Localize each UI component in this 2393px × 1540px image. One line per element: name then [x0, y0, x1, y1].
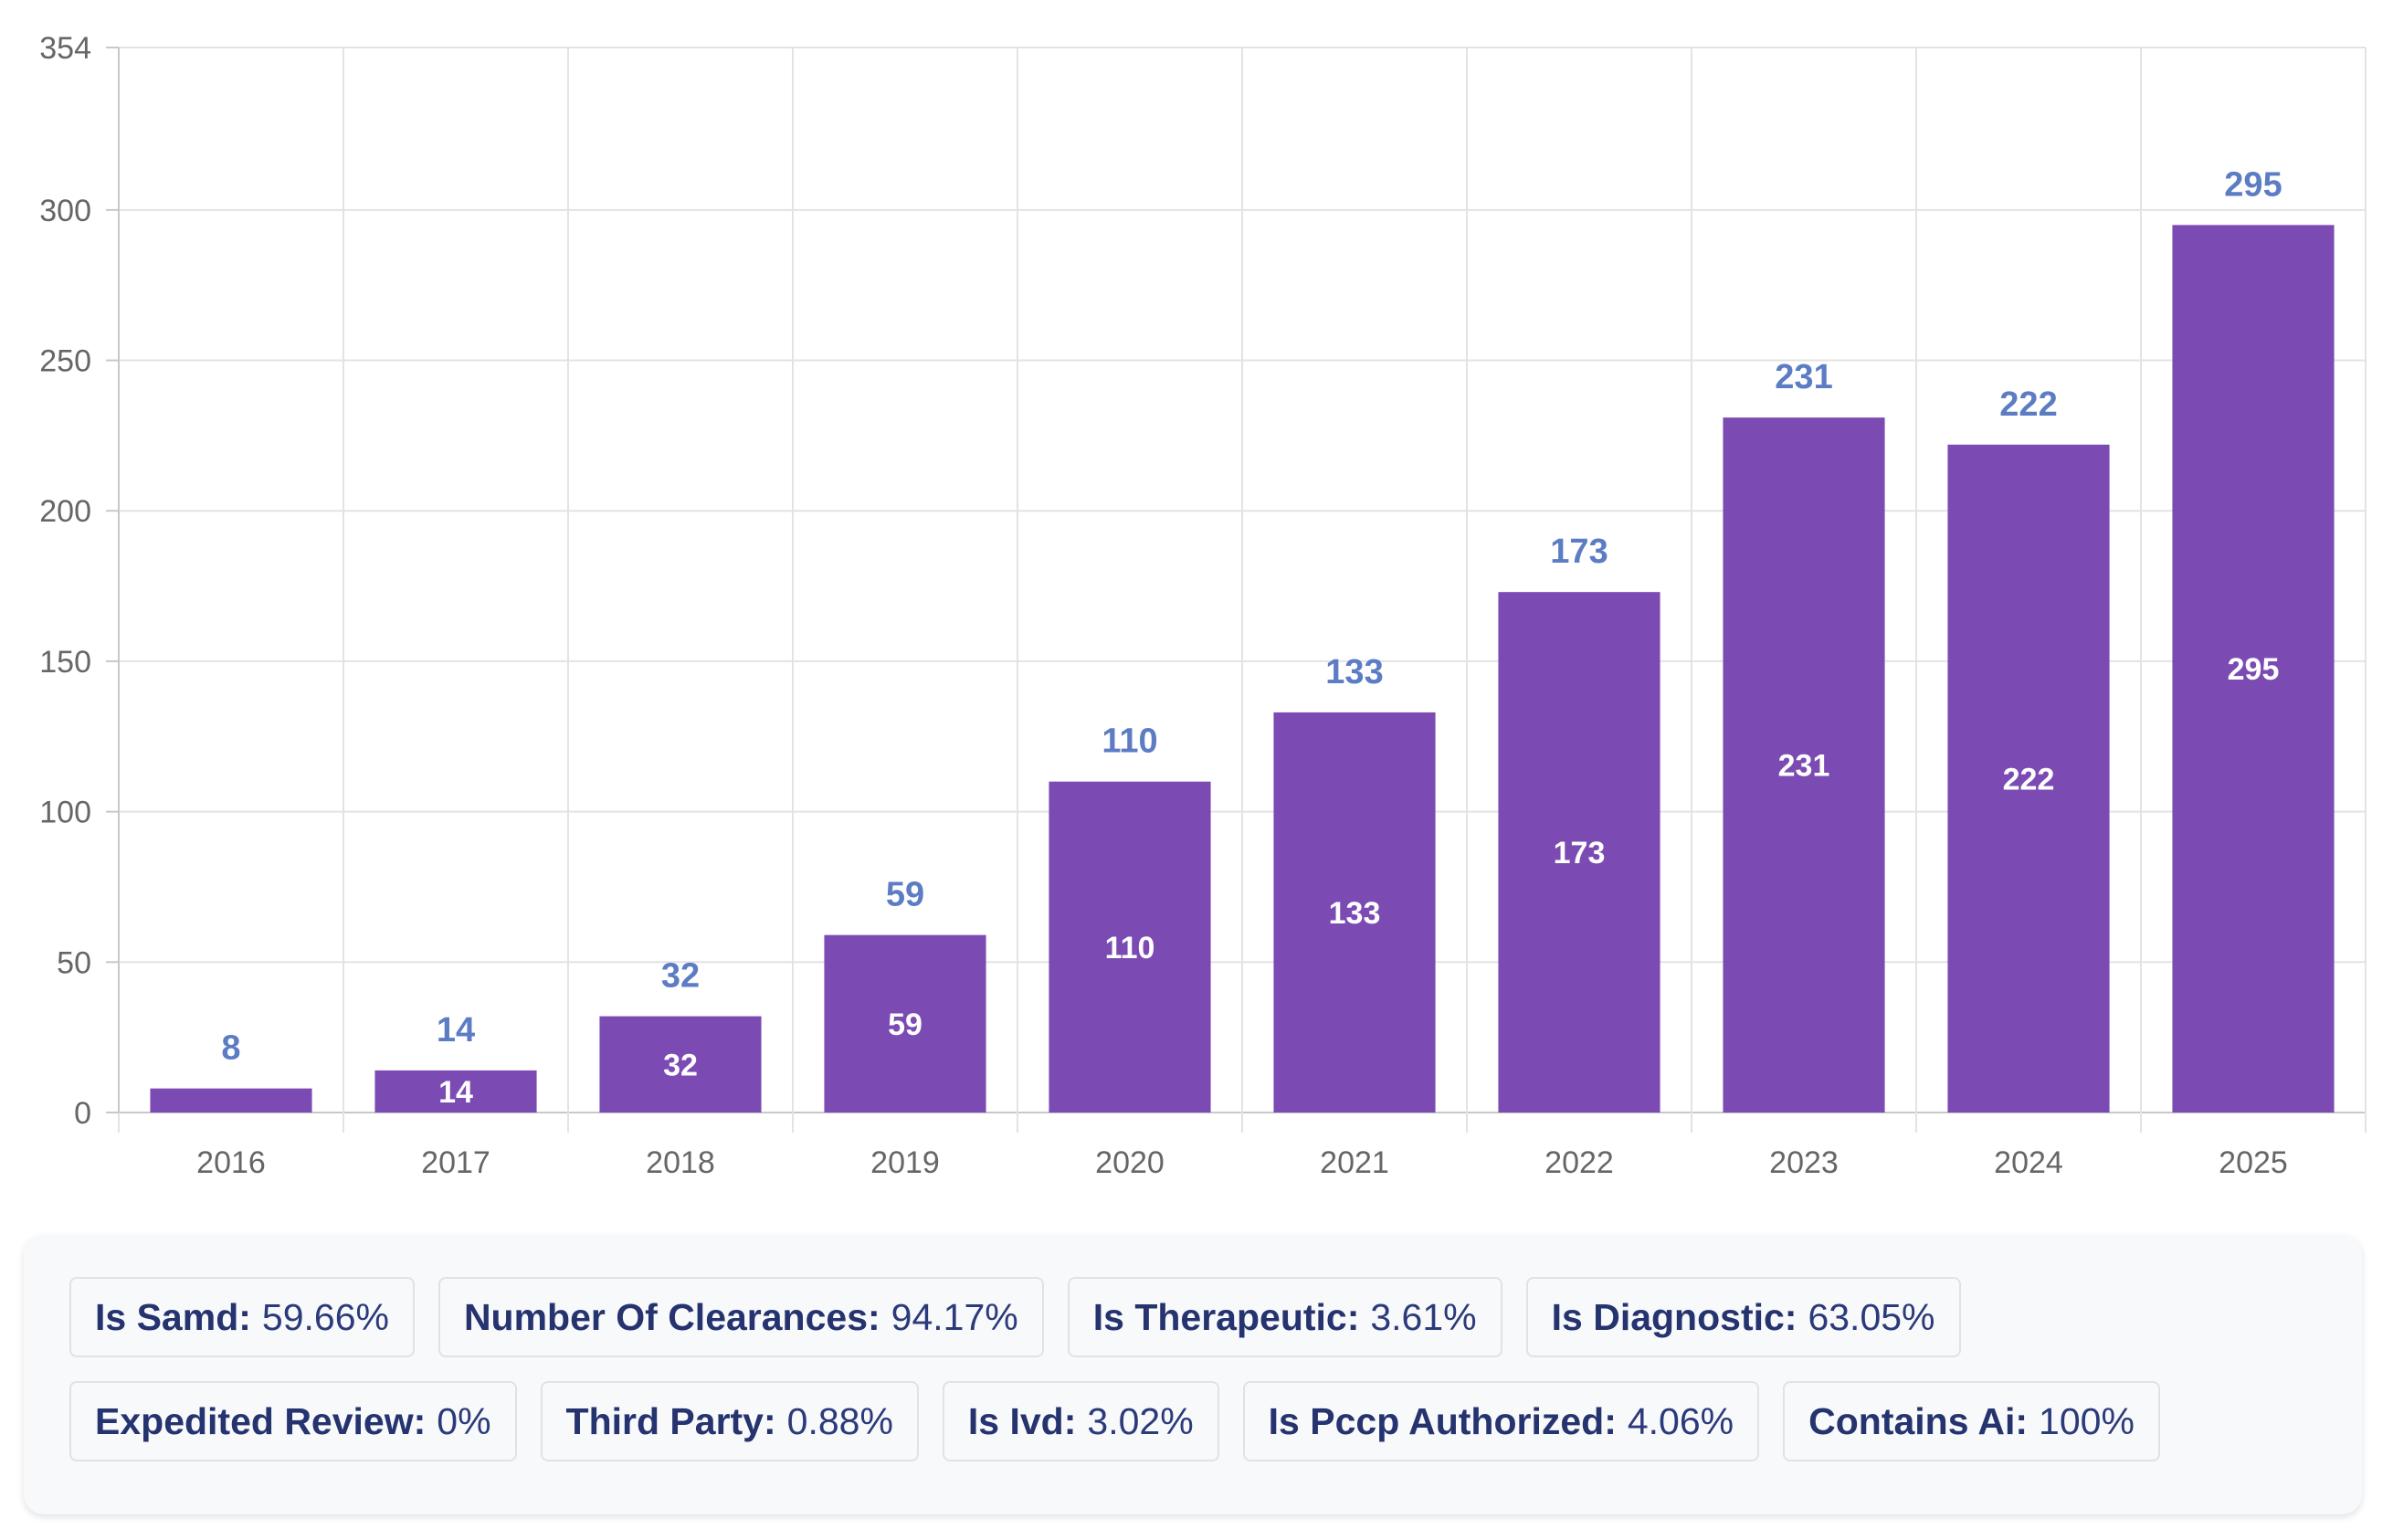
bar-inner-label: 59 [888, 1007, 922, 1042]
stats-panel: Is Samd: 59.66% Number Of Clearances: 94… [24, 1235, 2362, 1514]
axis-layer: 0 50 100 150 200 250 300 354 2016 2017 2018 2019 202… [39, 31, 2288, 1180]
stat-key: Is Samd: [95, 1295, 251, 1338]
bar-value-label: 231 [1775, 358, 1832, 396]
x-tick-label: 2024 [1994, 1145, 2063, 1180]
bar [1723, 417, 1885, 1113]
bar-value-label: 14 [437, 1011, 475, 1050]
bar-chart: 8 14 14 32 32 59 59 110 110 133 133 173 173 231 231 222… [39, 31, 2367, 1180]
bar [599, 1016, 762, 1113]
bar-inner-label: 110 [1105, 931, 1155, 965]
y-tick-label: 150 [39, 645, 91, 680]
x-tick-label: 2022 [1544, 1145, 1614, 1180]
stat-value: 100% [2039, 1399, 2135, 1442]
stat-key: Is Ivd: [967, 1399, 1077, 1442]
y-tick-label: 0 [74, 1096, 91, 1131]
stat-key: Expedited Review: [95, 1399, 427, 1442]
bar-value-label: 173 [1550, 533, 1608, 571]
stat-value: 94.17% [891, 1295, 1018, 1338]
stat-chip-is-therapeutic: Is Therapeutic: 3.61% [1067, 1277, 1502, 1357]
stat-value: 4.06% [1627, 1399, 1734, 1442]
stat-value: 3.61% [1370, 1295, 1477, 1338]
x-tick-label: 2023 [1769, 1145, 1839, 1180]
bar-value-label: 59 [886, 876, 924, 914]
stat-chip-is-ivd: Is Ivd: 3.02% [942, 1381, 1219, 1461]
x-tick-label: 2018 [646, 1145, 715, 1180]
x-tick-label: 2021 [1320, 1145, 1389, 1180]
bar-value-label: 110 [1102, 723, 1157, 761]
stat-key: Is Pccp Authorized: [1268, 1399, 1617, 1442]
stat-chip-contains-ai: Contains Ai: 100% [1783, 1381, 2160, 1461]
bar-value-label: 295 [2224, 165, 2282, 204]
y-tick-label: 100 [39, 796, 91, 830]
bar-inner-label: 231 [1778, 749, 1830, 784]
grid-layer [118, 47, 2367, 1133]
stat-key: Is Diagnostic: [1551, 1295, 1797, 1338]
stat-value: 0.88% [786, 1399, 893, 1442]
stat-chip-third-party: Third Party: 0.88% [540, 1381, 919, 1461]
bar-inner-label: 173 [1554, 836, 1606, 870]
bar [2172, 225, 2335, 1113]
stat-value: 0% [437, 1399, 491, 1442]
y-tick-label: 200 [39, 494, 91, 529]
y-tick-label: 354 [39, 31, 91, 66]
stat-key: Third Party: [565, 1399, 776, 1442]
bar [824, 934, 986, 1113]
bar-value-label: 222 [1999, 385, 2057, 424]
stat-chip-number-of-clearances: Number Of Clearances: 94.17% [437, 1277, 1044, 1357]
x-tick-label: 2019 [870, 1145, 940, 1180]
labels-layer: 8 14 14 32 32 59 59 110 110 133 133 173 173 231 231 222… [221, 165, 2282, 1110]
bar [1049, 781, 1211, 1113]
stat-key: Is Therapeutic: [1092, 1295, 1360, 1338]
stat-chip-is-diagnostic: Is Diagnostic: 63.05% [1525, 1277, 1961, 1357]
x-tick-label: 2017 [421, 1145, 490, 1180]
stat-value: 3.02% [1087, 1399, 1194, 1442]
bar [1273, 712, 1436, 1113]
chart-svg: 8 14 14 32 32 59 59 110 110 133 133 173 173 231 231 222… [39, 31, 2367, 1180]
bar [374, 1070, 537, 1113]
bar-inner-label: 32 [663, 1048, 698, 1082]
bar-inner-label: 133 [1329, 896, 1381, 931]
x-tick-label: 2020 [1095, 1145, 1165, 1180]
bar [150, 1088, 312, 1113]
stats-row-2: Expedited Review: 0% Third Party: 0.88% … [69, 1381, 2362, 1461]
bar-inner-label: 222 [2003, 762, 2055, 796]
bar-value-label: 8 [221, 1029, 240, 1068]
x-tick-label: 2025 [2219, 1145, 2288, 1180]
bar-value-label: 133 [1325, 653, 1383, 691]
bar-value-label: 32 [661, 957, 700, 996]
stat-value: 63.05% [1808, 1295, 1935, 1338]
stat-value: 59.66% [261, 1295, 389, 1338]
bar-inner-label: 14 [438, 1075, 473, 1110]
bar [1947, 444, 2110, 1113]
y-tick-label: 300 [39, 194, 91, 228]
bar [1498, 592, 1660, 1113]
stat-key: Contains Ai: [1808, 1399, 2029, 1442]
bars-layer [150, 225, 2335, 1113]
y-tick-label: 250 [39, 344, 91, 379]
stat-chip-is-pccp-authorized: Is Pccp Authorized: 4.06% [1242, 1381, 1760, 1461]
y-tick-label: 50 [57, 945, 91, 980]
stat-key: Number Of Clearances: [463, 1295, 880, 1338]
stat-chip-is-samd: Is Samd: 59.66% [69, 1277, 415, 1357]
stat-chip-expedited-review: Expedited Review: 0% [69, 1381, 517, 1461]
bar-inner-label: 295 [2228, 652, 2280, 687]
x-tick-label: 2016 [196, 1145, 266, 1180]
stats-row-1: Is Samd: 59.66% Number Of Clearances: 94… [69, 1277, 2362, 1357]
